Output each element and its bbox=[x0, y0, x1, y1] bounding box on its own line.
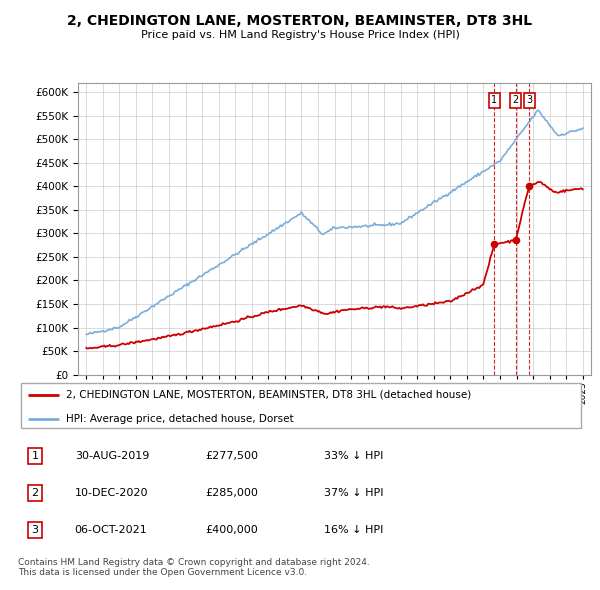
FancyBboxPatch shape bbox=[21, 383, 581, 428]
Text: 10-DEC-2020: 10-DEC-2020 bbox=[75, 488, 148, 497]
Text: HPI: Average price, detached house, Dorset: HPI: Average price, detached house, Dors… bbox=[66, 414, 294, 424]
Text: 06-OCT-2021: 06-OCT-2021 bbox=[75, 525, 148, 535]
Text: 1: 1 bbox=[32, 451, 38, 461]
Text: 2: 2 bbox=[512, 95, 518, 105]
Text: £400,000: £400,000 bbox=[205, 525, 258, 535]
Point bbox=[490, 239, 499, 248]
Point bbox=[524, 182, 534, 191]
Text: 33% ↓ HPI: 33% ↓ HPI bbox=[324, 451, 383, 461]
Text: 2: 2 bbox=[31, 488, 38, 497]
Text: 3: 3 bbox=[526, 95, 532, 105]
Text: £285,000: £285,000 bbox=[205, 488, 258, 497]
Text: 1: 1 bbox=[491, 95, 497, 105]
Text: 2, CHEDINGTON LANE, MOSTERTON, BEAMINSTER, DT8 3HL (detached house): 2, CHEDINGTON LANE, MOSTERTON, BEAMINSTE… bbox=[66, 389, 472, 399]
Text: 37% ↓ HPI: 37% ↓ HPI bbox=[324, 488, 383, 497]
Text: 3: 3 bbox=[32, 525, 38, 535]
Text: 2, CHEDINGTON LANE, MOSTERTON, BEAMINSTER, DT8 3HL: 2, CHEDINGTON LANE, MOSTERTON, BEAMINSTE… bbox=[67, 14, 533, 28]
Text: 16% ↓ HPI: 16% ↓ HPI bbox=[324, 525, 383, 535]
Text: £277,500: £277,500 bbox=[205, 451, 258, 461]
Text: Contains HM Land Registry data © Crown copyright and database right 2024.
This d: Contains HM Land Registry data © Crown c… bbox=[18, 558, 370, 577]
Text: 30-AUG-2019: 30-AUG-2019 bbox=[75, 451, 149, 461]
Point bbox=[511, 235, 520, 245]
Text: Price paid vs. HM Land Registry's House Price Index (HPI): Price paid vs. HM Land Registry's House … bbox=[140, 31, 460, 40]
